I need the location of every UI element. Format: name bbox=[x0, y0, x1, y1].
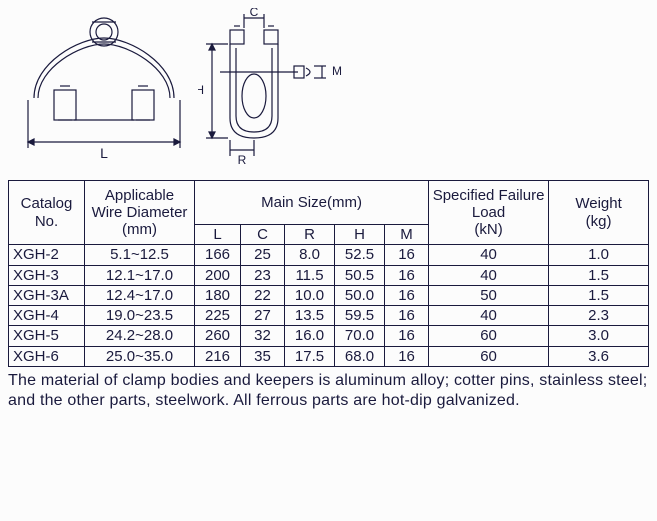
hdr-diameter: ApplicableWire Diameter(mm) bbox=[85, 181, 195, 245]
cell-C: 32 bbox=[241, 326, 285, 346]
table-row: XGH-25.1~12.5166258.052.516401.0 bbox=[9, 245, 649, 265]
cell-R: 11.5 bbox=[285, 265, 335, 285]
cell-M: 16 bbox=[385, 346, 429, 366]
cell-L: 260 bbox=[195, 326, 241, 346]
cell-R: 16.0 bbox=[285, 326, 335, 346]
cell-R: 17.5 bbox=[285, 346, 335, 366]
cell-H: 70.0 bbox=[335, 326, 385, 346]
table-row: XGH-3A12.4~17.01802210.050.016501.5 bbox=[9, 285, 649, 305]
cell-wt: 3.0 bbox=[549, 326, 649, 346]
dim-R: R bbox=[238, 153, 247, 167]
cell-M: 16 bbox=[385, 245, 429, 265]
cell-C: 22 bbox=[241, 285, 285, 305]
dim-C: C bbox=[250, 8, 259, 19]
cell-H: 50.0 bbox=[335, 285, 385, 305]
cell-R: 13.5 bbox=[285, 306, 335, 326]
cell-L: 200 bbox=[195, 265, 241, 285]
table-row: XGH-625.0~35.02163517.568.016603.6 bbox=[9, 346, 649, 366]
clamp-side-diagram: C M H R bbox=[198, 8, 368, 168]
cell-diam: 19.0~23.5 bbox=[85, 306, 195, 326]
cell-fail: 60 bbox=[429, 326, 549, 346]
dim-H: H bbox=[198, 83, 204, 97]
cell-R: 10.0 bbox=[285, 285, 335, 305]
hdr-weight: Weight(kg) bbox=[549, 181, 649, 245]
hdr-C: C bbox=[241, 225, 285, 245]
cell-L: 225 bbox=[195, 306, 241, 326]
diagram-area: L bbox=[8, 8, 649, 168]
cell-L: 166 bbox=[195, 245, 241, 265]
cell-M: 16 bbox=[385, 265, 429, 285]
cell-C: 35 bbox=[241, 346, 285, 366]
cell-wt: 1.0 bbox=[549, 245, 649, 265]
table-row: XGH-312.1~17.02002311.550.516401.5 bbox=[9, 265, 649, 285]
cell-wt: 3.6 bbox=[549, 346, 649, 366]
cell-cat: XGH-3 bbox=[9, 265, 85, 285]
cell-wt: 2.3 bbox=[549, 306, 649, 326]
cell-M: 16 bbox=[385, 306, 429, 326]
table-row: XGH-524.2~28.02603216.070.016603.0 bbox=[9, 326, 649, 346]
cell-C: 23 bbox=[241, 265, 285, 285]
material-note: The material of clamp bodies and keepers… bbox=[8, 371, 648, 411]
cell-cat: XGH-3A bbox=[9, 285, 85, 305]
cell-fail: 40 bbox=[429, 306, 549, 326]
cell-cat: XGH-4 bbox=[9, 306, 85, 326]
cell-diam: 12.4~17.0 bbox=[85, 285, 195, 305]
cell-M: 16 bbox=[385, 285, 429, 305]
hdr-mainsize: Main Size(mm) bbox=[195, 181, 429, 225]
cell-cat: XGH-6 bbox=[9, 346, 85, 366]
cell-R: 8.0 bbox=[285, 245, 335, 265]
dim-L: L bbox=[100, 145, 108, 161]
cell-fail: 50 bbox=[429, 285, 549, 305]
cell-H: 50.5 bbox=[335, 265, 385, 285]
cell-wt: 1.5 bbox=[549, 265, 649, 285]
cell-fail: 40 bbox=[429, 245, 549, 265]
table-row: XGH-419.0~23.52252713.559.516402.3 bbox=[9, 306, 649, 326]
cell-H: 52.5 bbox=[335, 245, 385, 265]
cell-H: 59.5 bbox=[335, 306, 385, 326]
cell-C: 25 bbox=[241, 245, 285, 265]
cell-wt: 1.5 bbox=[549, 285, 649, 305]
cell-M: 16 bbox=[385, 326, 429, 346]
cell-L: 216 bbox=[195, 346, 241, 366]
cell-H: 68.0 bbox=[335, 346, 385, 366]
cell-cat: XGH-2 bbox=[9, 245, 85, 265]
spec-table: CatalogNo. ApplicableWire Diameter(mm) M… bbox=[8, 180, 649, 367]
cell-diam: 24.2~28.0 bbox=[85, 326, 195, 346]
cell-diam: 5.1~12.5 bbox=[85, 245, 195, 265]
hdr-H: H bbox=[335, 225, 385, 245]
cell-fail: 60 bbox=[429, 346, 549, 366]
clamp-front-diagram: L bbox=[14, 8, 194, 168]
hdr-M: M bbox=[385, 225, 429, 245]
hdr-R: R bbox=[285, 225, 335, 245]
cell-L: 180 bbox=[195, 285, 241, 305]
hdr-catalog: CatalogNo. bbox=[9, 181, 85, 245]
cell-diam: 12.1~17.0 bbox=[85, 265, 195, 285]
cell-diam: 25.0~35.0 bbox=[85, 346, 195, 366]
cell-cat: XGH-5 bbox=[9, 326, 85, 346]
cell-fail: 40 bbox=[429, 265, 549, 285]
dim-M: M bbox=[332, 64, 342, 78]
hdr-L: L bbox=[195, 225, 241, 245]
hdr-failure: Specified FailureLoad(kN) bbox=[429, 181, 549, 245]
cell-C: 27 bbox=[241, 306, 285, 326]
